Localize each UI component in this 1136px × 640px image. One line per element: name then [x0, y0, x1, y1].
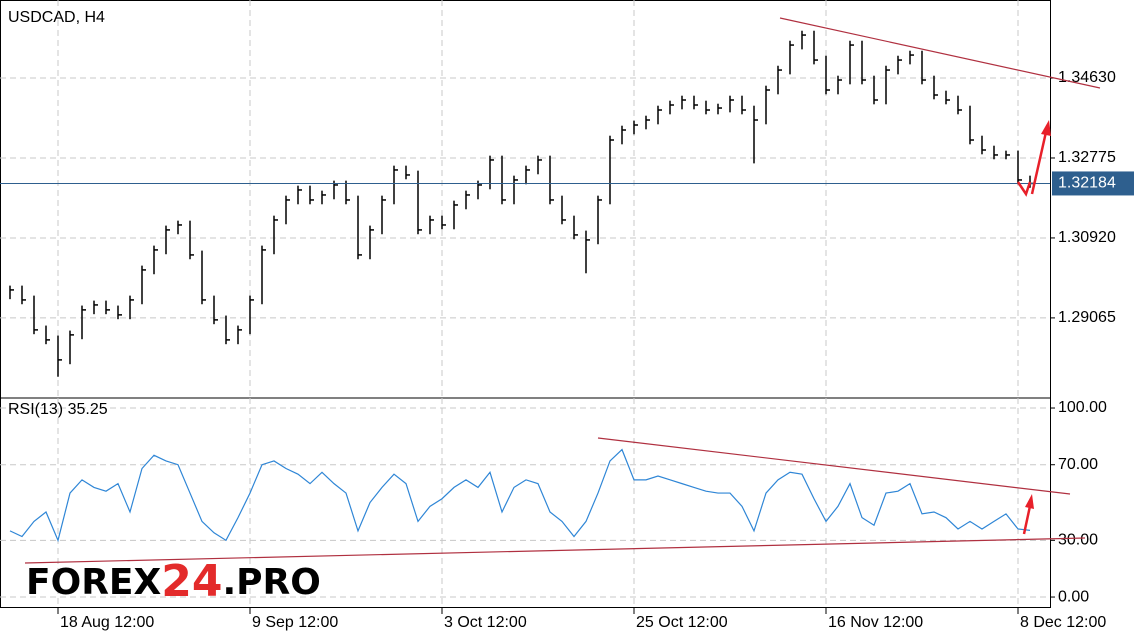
x-tick-label: 3 Oct 12:00 [444, 614, 527, 631]
x-tick-label: 18 Aug 12:00 [60, 614, 154, 631]
y-tick-label: 0.00 [1058, 588, 1089, 605]
watermark: FOREX24.PRO [26, 556, 321, 607]
arrow [1022, 505, 1032, 535]
y-tick-label: 1.32775 [1058, 149, 1116, 166]
plot-frame [0, 0, 1051, 608]
y-tick-label: 70.00 [1058, 456, 1098, 473]
y-tick-label: 1.29065 [1058, 309, 1116, 326]
trend-line [597, 437, 1071, 495]
arrow-head [1041, 120, 1051, 136]
x-tick-label: 25 Oct 12:00 [636, 614, 728, 631]
arrow [1016, 181, 1032, 197]
x-tick-label: 8 Dec 12:00 [1020, 614, 1106, 631]
rsi-last: 35.25 [68, 401, 108, 418]
x-tick-label: 16 Nov 12:00 [828, 614, 923, 631]
trend-line [779, 17, 1101, 89]
rsi-line [9, 448, 1031, 543]
arrows [1016, 120, 1051, 535]
trend-line [24, 537, 1086, 564]
watermark-part: FOREX [26, 562, 162, 603]
y-tick-label: 30.00 [1058, 532, 1098, 549]
last-price-box [1052, 171, 1134, 196]
rsi-name: RSI(13) [8, 401, 63, 418]
y-tick-label: 100.00 [1058, 399, 1107, 416]
watermark-part: .PRO [223, 562, 321, 603]
last-price-label: 1.32184 [1058, 175, 1116, 192]
y-tick-label: 1.34630 [1058, 69, 1116, 86]
x-tick-label: 9 Sep 12:00 [252, 614, 338, 631]
arrow-head [1025, 494, 1034, 509]
arrow [1030, 131, 1048, 195]
y-tick-label: 1.30920 [1058, 229, 1116, 246]
rsi-title: RSI(13) 35.25 [8, 401, 108, 418]
watermark-part: 24 [161, 556, 222, 607]
chart-title: USDCAD, H4 [8, 9, 105, 26]
